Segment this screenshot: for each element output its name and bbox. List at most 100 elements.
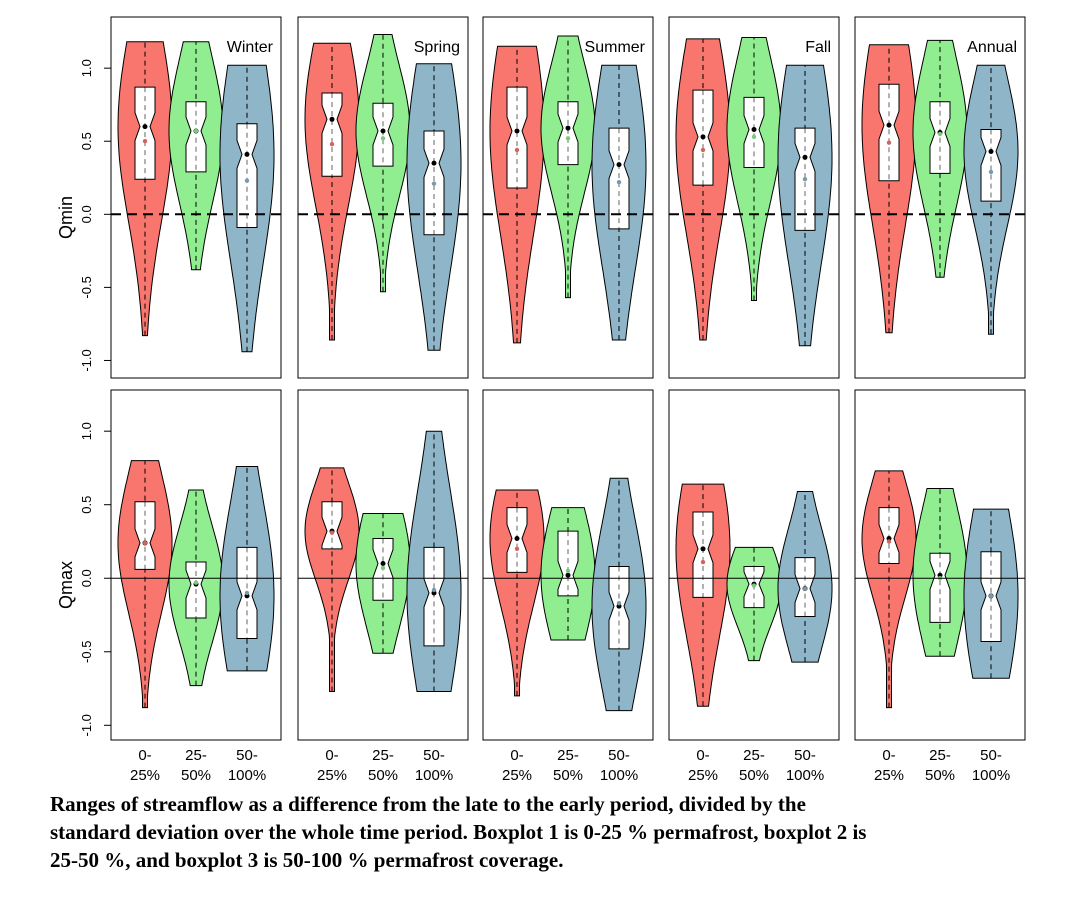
mean-dot [616, 179, 622, 185]
mean-dot [886, 140, 892, 145]
x-tick-label: 50-100% [786, 747, 824, 784]
panel-title: Summer [585, 39, 646, 56]
mean-dot [380, 565, 386, 571]
panel-frame [110, 16, 282, 379]
mean-dot [565, 568, 571, 574]
panel-frame [854, 389, 1026, 741]
caption-line: 25-50 %, and boxplot 3 is 50-100 % perma… [50, 848, 564, 872]
mean-dot [802, 586, 808, 591]
y-tick-label: 0.5 [79, 496, 94, 514]
x-tick-label: 0-25% [688, 747, 718, 784]
x-tick-label: 25-50% [925, 747, 955, 784]
mean-dot [700, 559, 706, 565]
box [608, 127, 630, 230]
median-dot [380, 128, 386, 134]
median-dot [431, 160, 437, 166]
mean-dot [142, 139, 148, 144]
y-tick-label: 0.0 [79, 205, 94, 223]
violin [675, 38, 731, 341]
mean-dot [802, 177, 808, 182]
figure: Winter Qmin -1.0 -0.5 0.0 0.5 1.0 Spring Summer F… [56, 16, 1026, 784]
median-dot [802, 154, 808, 160]
panel-title: Winter [227, 39, 274, 56]
violin [726, 37, 782, 301]
median-dot [886, 122, 892, 128]
box [980, 129, 1002, 202]
median-dot [514, 128, 520, 134]
median-dot [329, 116, 335, 122]
violin [861, 44, 917, 334]
mean-dot [193, 580, 199, 585]
mean-dot [565, 136, 571, 141]
x-tick-label: 25-50% [739, 747, 769, 784]
panel-frame [297, 389, 469, 741]
y-tick-label: 0.0 [79, 569, 94, 587]
panel-frame [110, 389, 282, 741]
panel-title: Spring [414, 39, 460, 56]
x-tick-label: 50-100% [600, 747, 638, 784]
box [692, 511, 714, 598]
caption-line: Ranges of streamflow as a difference fro… [50, 792, 806, 816]
box [236, 123, 258, 228]
violin [117, 460, 173, 709]
x-tick-label: 50-100% [972, 747, 1010, 784]
mean-dot [514, 546, 520, 552]
panel-frame [482, 389, 654, 741]
mean-dot [329, 141, 335, 147]
panel-frame [854, 16, 1026, 379]
y-tick-label: -1.0 [79, 349, 94, 371]
x-tick-label: 0-25% [317, 747, 347, 784]
y-tick-label: -1.0 [79, 714, 94, 736]
x-tick-label: 50-100% [415, 747, 453, 784]
mean-dot [514, 147, 520, 153]
x-tick-label: 25-50% [553, 747, 583, 784]
x-tick-label: 0-25% [874, 747, 904, 784]
box [929, 101, 951, 174]
panel-frame [482, 16, 654, 379]
mean-dot [616, 601, 622, 606]
median-dot [565, 572, 571, 578]
x-tick-label: 0-25% [502, 747, 532, 784]
mean-dot [142, 540, 148, 546]
median-dot [988, 148, 994, 154]
mean-dot [751, 583, 757, 588]
y-axis-label: Qmin [56, 196, 76, 239]
mean-dot [431, 181, 437, 186]
median-dot [751, 127, 757, 133]
mean-dot [431, 587, 437, 593]
box [743, 96, 765, 169]
median-dot [244, 151, 250, 157]
median-dot [514, 536, 520, 542]
panel-frame [668, 389, 840, 741]
y-axis-label: Qmax [56, 561, 76, 609]
x-tick-label: 25-50% [181, 747, 211, 784]
mean-dot [751, 134, 757, 140]
mean-dot [380, 136, 386, 141]
median-dot [142, 124, 148, 130]
mean-dot [988, 593, 994, 599]
y-tick-label: 1.0 [79, 422, 94, 440]
x-tick-label: 25-50% [368, 747, 398, 784]
mean-dot [193, 128, 199, 134]
y-tick-label: 0.5 [79, 132, 94, 150]
box [557, 530, 579, 597]
median-dot [565, 125, 571, 131]
panel-frame [297, 16, 469, 379]
mean-dot [244, 590, 250, 596]
box [321, 92, 343, 177]
box [506, 86, 528, 189]
box [185, 101, 207, 173]
box [134, 501, 156, 570]
caption: Ranges of streamflow as a difference fro… [50, 790, 1050, 874]
mean-dot [700, 147, 706, 153]
box [321, 501, 343, 550]
y-tick-label: -0.5 [79, 276, 94, 298]
mean-dot [988, 169, 994, 175]
box [929, 552, 951, 623]
median-dot [616, 162, 622, 168]
panel-title: Annual [967, 39, 1017, 56]
panel-frame [668, 16, 840, 379]
panel-title: Fall [805, 39, 831, 56]
median-dot [380, 561, 386, 567]
